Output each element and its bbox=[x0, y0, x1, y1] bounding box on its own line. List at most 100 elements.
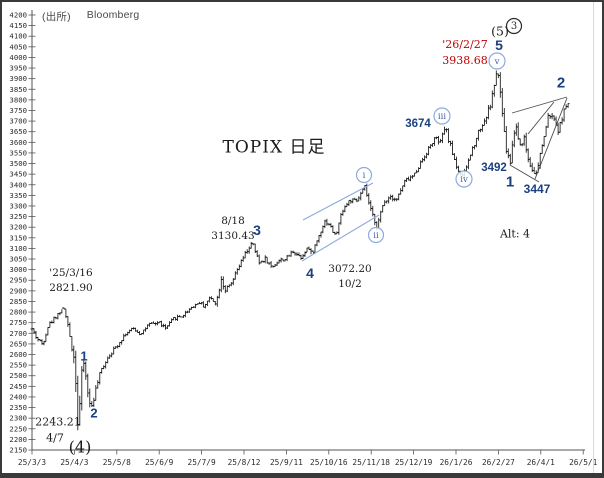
y-tick-label: 2550 bbox=[9, 361, 27, 370]
y-tick-label: 4050 bbox=[9, 42, 27, 51]
wave-circle-iii bbox=[433, 107, 451, 125]
y-tick-label: 3000 bbox=[9, 265, 27, 274]
wave-circle-label-iv: iv bbox=[460, 175, 468, 185]
y-tick-label: 4200 bbox=[9, 11, 27, 20]
five-paren-label: (5) bbox=[491, 23, 509, 39]
y-tick-label: 2450 bbox=[9, 382, 27, 391]
y-tick-label: 3100 bbox=[9, 244, 27, 253]
y-tick-label: 2700 bbox=[9, 329, 27, 338]
alt-count-label: Alt: 4 bbox=[499, 227, 531, 241]
annotation-3447-label: 3447 bbox=[523, 182, 551, 196]
annotation-low-2025-04-date: 4/7 bbox=[46, 431, 64, 445]
y-tick-label: 4100 bbox=[9, 32, 27, 41]
wave-circle-label-ii: ii bbox=[373, 231, 379, 241]
x-tick-label: 25/8/12 bbox=[228, 458, 261, 467]
wave-circle-label-i: i bbox=[363, 171, 366, 181]
wave-circle-i bbox=[355, 166, 373, 184]
y-tick-label: 3700 bbox=[9, 117, 27, 126]
annotation-3674-label: 3674 bbox=[405, 118, 431, 130]
y-tick-label: 3600 bbox=[9, 138, 27, 147]
x-tick-label: 26/5/1 bbox=[569, 458, 597, 467]
y-tick-label: 2250 bbox=[9, 424, 27, 433]
annotation-high-2026-02-date: '26/2/27 bbox=[442, 38, 488, 51]
x-tick-label: 25/3/3 bbox=[18, 458, 46, 467]
y-tick-label: 3500 bbox=[9, 159, 27, 168]
trend-line bbox=[509, 164, 540, 183]
annotation-3492-label: 3492 bbox=[481, 162, 507, 174]
y-tick-label: 2150 bbox=[9, 446, 27, 455]
annotation-high-0818-date: 8/18 bbox=[221, 215, 245, 227]
trend-line bbox=[534, 97, 568, 180]
y-tick-label: 4150 bbox=[9, 21, 27, 30]
annotation-high-2026-02-price: 3938.68 bbox=[442, 54, 488, 67]
wave-1-left-label: 1 bbox=[80, 348, 88, 364]
annotation-high-0818: 8/18 3130.43 bbox=[211, 214, 254, 244]
y-tick-label: 3750 bbox=[9, 106, 27, 115]
y-tick-label: 2200 bbox=[9, 435, 27, 444]
window-edge-line bbox=[593, 2, 594, 473]
x-tick-label: 25/4/3 bbox=[60, 458, 88, 467]
x-tick-label: 26/2/27 bbox=[482, 458, 515, 467]
wave-circle-label-v: v bbox=[494, 57, 500, 67]
y-tick-label: 2650 bbox=[9, 339, 27, 348]
y-tick-label: 3350 bbox=[9, 191, 27, 200]
wave-circle-v bbox=[488, 52, 506, 70]
x-tick-label: 25/12/19 bbox=[395, 458, 433, 467]
y-tick-label: 3150 bbox=[9, 233, 27, 242]
y-tick-label: 2600 bbox=[9, 350, 27, 359]
x-tick-label: 25/10/16 bbox=[310, 458, 348, 467]
y-tick-label: 3200 bbox=[9, 223, 27, 232]
annotation-high-2025-03: '25/3/16 2821.90 bbox=[49, 266, 92, 296]
channel-line bbox=[302, 182, 374, 221]
annotation-low-1002-price: 3072.20 bbox=[328, 263, 372, 275]
y-tick-label: 3450 bbox=[9, 170, 27, 179]
y-tick-label: 3250 bbox=[9, 212, 27, 221]
trend-line bbox=[511, 96, 568, 114]
x-tick-label: 26/1/26 bbox=[440, 458, 473, 467]
y-tick-label: 3400 bbox=[9, 180, 27, 189]
wave-1-right-label: 1 bbox=[505, 173, 515, 191]
y-tick-label: 2900 bbox=[9, 286, 27, 295]
wave-2-left-label: 2 bbox=[90, 405, 98, 421]
y-tick-label: 2400 bbox=[9, 392, 27, 401]
wave-circle-label-iii: iii bbox=[438, 112, 446, 122]
chart-title: TOPIX 日足 bbox=[222, 137, 326, 158]
wave-4-label: 4 bbox=[306, 265, 314, 281]
x-tick-label: 25/9/11 bbox=[270, 458, 303, 467]
source-name-label: Bloomberg bbox=[86, 9, 140, 21]
annotation-high-2025-03-date: '25/3/16 bbox=[49, 267, 93, 279]
x-tick-label: 26/4/1 bbox=[527, 458, 555, 467]
wave-circle-iv bbox=[455, 170, 473, 188]
annotation-low-1002-date: 10/2 bbox=[338, 278, 362, 290]
annotation-high-2026-02: '26/2/27 3938.68 bbox=[442, 37, 488, 69]
y-tick-label: 2850 bbox=[9, 297, 27, 306]
x-tick-label: 25/7/9 bbox=[188, 458, 216, 467]
y-tick-label: 3650 bbox=[9, 127, 27, 136]
y-tick-label: 2350 bbox=[9, 403, 27, 412]
trend-line bbox=[527, 101, 555, 135]
annotation-low-2025-04-price: 2243.21 bbox=[35, 415, 81, 429]
x-tick-label: 25/11/18 bbox=[352, 458, 390, 467]
y-tick-label: 2750 bbox=[9, 318, 27, 327]
x-tick-label: 25/6/9 bbox=[145, 458, 173, 467]
y-tick-label: 4000 bbox=[9, 53, 27, 62]
source-prefix-label: (出所) bbox=[42, 11, 71, 23]
wave-circle-ii bbox=[367, 226, 385, 244]
x-tick-label: 25/5/8 bbox=[103, 458, 131, 467]
y-tick-label: 3800 bbox=[9, 95, 27, 104]
wave-circle-label-3: 3 bbox=[511, 21, 517, 32]
annotation-high-0818-price: 3130.43 bbox=[211, 230, 255, 242]
wave-circle-3 bbox=[505, 17, 523, 35]
y-tick-label: 3050 bbox=[9, 255, 27, 264]
wave-2-right-label: 2 bbox=[556, 74, 566, 92]
y-tick-label: 3900 bbox=[9, 74, 27, 83]
price-bars bbox=[30, 70, 570, 431]
y-tick-label: 3950 bbox=[9, 64, 27, 73]
y-tick-label: 2950 bbox=[9, 276, 27, 285]
source-row: (出所) Bloomberg bbox=[42, 9, 139, 24]
y-tick-label: 2300 bbox=[9, 414, 27, 423]
y-tick-label: 3850 bbox=[9, 85, 27, 94]
y-tick-label: 2800 bbox=[9, 308, 27, 317]
annotation-high-2025-03-price: 2821.90 bbox=[49, 282, 93, 294]
